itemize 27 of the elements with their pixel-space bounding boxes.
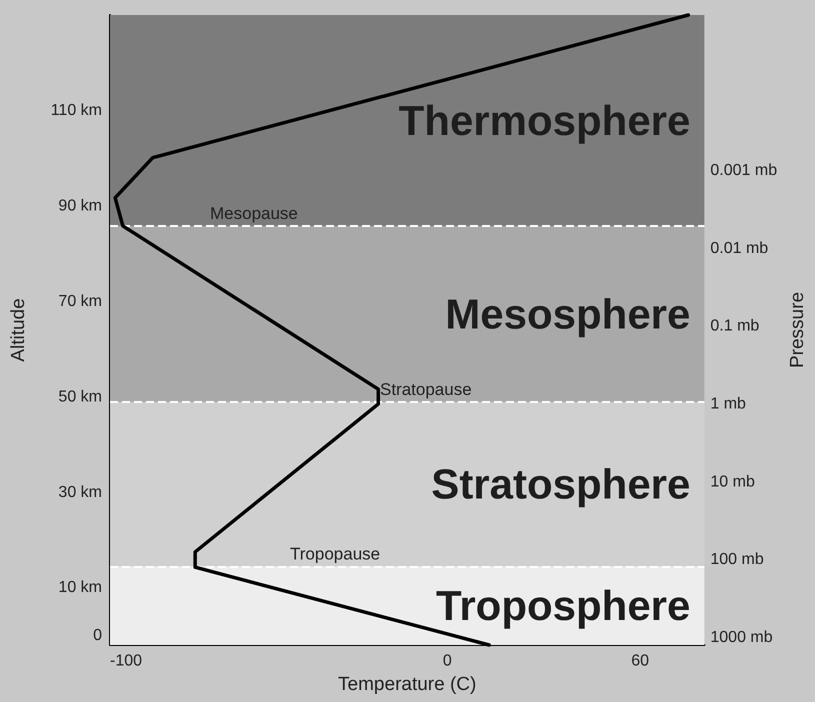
y2-axis-title: Pressure — [787, 292, 808, 368]
band-label: Thermosphere — [398, 96, 690, 144]
y-tick-label: 90 km — [58, 197, 102, 214]
band-label: Mesosphere — [445, 290, 690, 338]
x-tick-label: 0 — [442, 652, 452, 670]
y-tick-label: 70 km — [58, 292, 102, 310]
y2-tick-label: 0.01 mb — [710, 240, 768, 257]
y2-tick-label: 0.1 mb — [710, 318, 760, 335]
y-axis-title: Altitude — [8, 298, 29, 362]
y-tick-label: 50 km — [58, 388, 102, 406]
x-axis-title: Temperature (C) — [338, 674, 476, 695]
y2-tick-label: 1000 mb — [710, 628, 773, 646]
x-tick-label: 60 — [631, 652, 650, 670]
ref-line-label: Tropopause — [290, 544, 380, 564]
y2-tick-label: 0.001 mb — [710, 162, 778, 180]
ref-line-label: Mesopause — [210, 204, 298, 223]
y-tick-label: 110 km — [50, 102, 102, 119]
ref-line-label: Stratopause — [380, 380, 472, 400]
y2-tick-label: 100 mb — [710, 551, 764, 568]
y-tick-label: 30 km — [58, 484, 102, 501]
band-label: Troposphere — [436, 582, 690, 630]
x-tick-label: -100 — [110, 652, 142, 670]
y2-tick-label: 1 mb — [710, 396, 746, 413]
y-tick-label: 0 — [93, 626, 102, 644]
y2-tick-label: 10 mb — [710, 473, 755, 490]
band-label: Stratosphere — [431, 460, 690, 508]
y-tick-label: 10 km — [58, 579, 102, 596]
